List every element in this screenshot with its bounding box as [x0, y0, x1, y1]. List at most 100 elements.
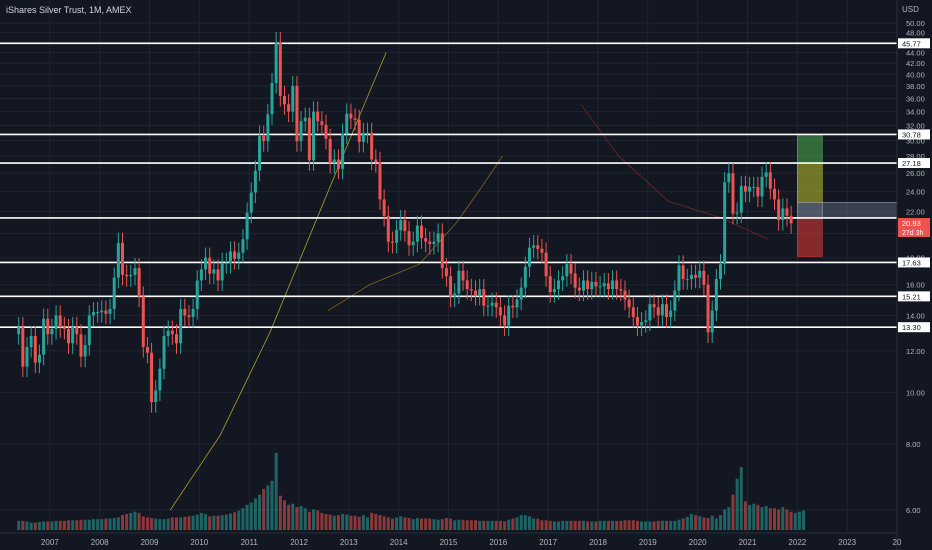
volume-bar	[295, 507, 299, 530]
year-tick-label: 2015	[440, 538, 458, 547]
candle-body	[652, 304, 656, 308]
volume-bar	[108, 518, 112, 530]
volume-bar	[731, 494, 735, 530]
price-tick-label: 36.00	[906, 94, 925, 103]
candle-body	[407, 231, 411, 246]
candle-body	[332, 159, 336, 163]
volume-bar	[266, 485, 270, 530]
year-tick-label: 2010	[190, 538, 208, 547]
candle-body	[777, 199, 781, 221]
candle-body	[457, 270, 461, 294]
candle-body	[719, 264, 723, 280]
volume-bar	[71, 520, 75, 530]
level-price-label: 30.78	[902, 130, 921, 139]
candle-body	[548, 276, 552, 293]
volume-bar	[67, 520, 71, 530]
candle-body	[569, 264, 573, 274]
long-position-tool[interactable]	[797, 134, 898, 257]
price-tick-label: 6.00	[906, 506, 921, 515]
candle-body	[116, 242, 120, 278]
candle-body	[772, 188, 776, 200]
volume-bar	[685, 516, 689, 530]
candle-body	[87, 315, 91, 346]
volume-bar	[453, 520, 457, 530]
year-tick-label: 2008	[91, 538, 109, 547]
candle-body	[453, 293, 457, 297]
volume-bar	[478, 520, 482, 530]
volume-bar	[216, 515, 220, 530]
volume-bar	[457, 519, 461, 530]
volume-bar	[233, 512, 237, 530]
candle-body	[420, 225, 424, 239]
candle-body	[386, 215, 390, 242]
candle-body	[590, 281, 594, 290]
volume-bar	[706, 518, 710, 530]
volume-bar	[444, 518, 448, 530]
volume-bar	[162, 519, 166, 530]
candle-body	[353, 118, 357, 120]
year-tick-label: 2017	[539, 538, 557, 547]
candle-body	[341, 133, 345, 169]
volume-bar	[179, 517, 183, 530]
candle-body	[735, 212, 739, 214]
volume-bar	[399, 516, 403, 530]
price-tick-label: 42.00	[906, 59, 925, 68]
volume-bar	[25, 521, 29, 530]
moving-average-line	[169, 52, 387, 511]
candle-body	[25, 347, 29, 367]
candle-body	[623, 290, 627, 300]
volume-bar	[797, 511, 801, 530]
level-price-label-bg	[898, 129, 930, 140]
volume-bar	[183, 516, 187, 530]
volume-bar	[631, 520, 635, 530]
candle-body	[748, 186, 752, 192]
candle-body	[685, 279, 689, 281]
volume-bar	[673, 520, 677, 530]
candle-body	[498, 307, 502, 316]
candle-body	[411, 241, 415, 246]
candle-body	[54, 315, 58, 329]
candle-body	[739, 185, 743, 213]
volume-bar	[714, 518, 718, 530]
volume-bar	[490, 520, 494, 530]
candle-body	[37, 354, 41, 363]
candle-body	[141, 296, 145, 348]
volume-bar	[764, 506, 768, 530]
candle-body	[594, 281, 598, 287]
year-tick-label: 2014	[390, 538, 408, 547]
volume-bar	[748, 504, 752, 530]
volume-bar	[411, 519, 415, 530]
volume-bar	[141, 516, 145, 530]
candle-body	[233, 251, 237, 259]
volume-bar	[557, 521, 561, 530]
candle-body	[262, 135, 266, 142]
candle-body	[669, 310, 673, 318]
candle-body	[702, 270, 706, 285]
volume-bar	[503, 521, 507, 530]
volume-bar	[386, 517, 390, 530]
volume-bar	[378, 515, 382, 530]
horizontal-levels[interactable]	[0, 42, 897, 328]
volume-bar	[498, 520, 502, 530]
candle-body	[519, 287, 523, 300]
volume-bar	[370, 512, 374, 530]
candle-body	[83, 345, 87, 357]
candle-body	[270, 83, 274, 115]
volume-bar	[46, 521, 50, 530]
moving-average-line	[581, 104, 769, 240]
year-tick-label: 2009	[141, 538, 159, 547]
price-tick-label: 12.00	[906, 347, 925, 356]
volume-bar	[665, 520, 669, 530]
candle-body	[727, 173, 731, 183]
currency-label: USD	[902, 5, 919, 14]
price-tick-label: 8.00	[906, 440, 921, 449]
volume-bar	[395, 517, 399, 530]
candle-body	[374, 159, 378, 163]
candle-body	[473, 290, 477, 296]
volume-bar	[523, 515, 527, 530]
volume-bar	[291, 503, 295, 530]
candle-body	[336, 159, 340, 169]
volume-bar	[789, 511, 793, 530]
candle-body	[465, 280, 469, 290]
